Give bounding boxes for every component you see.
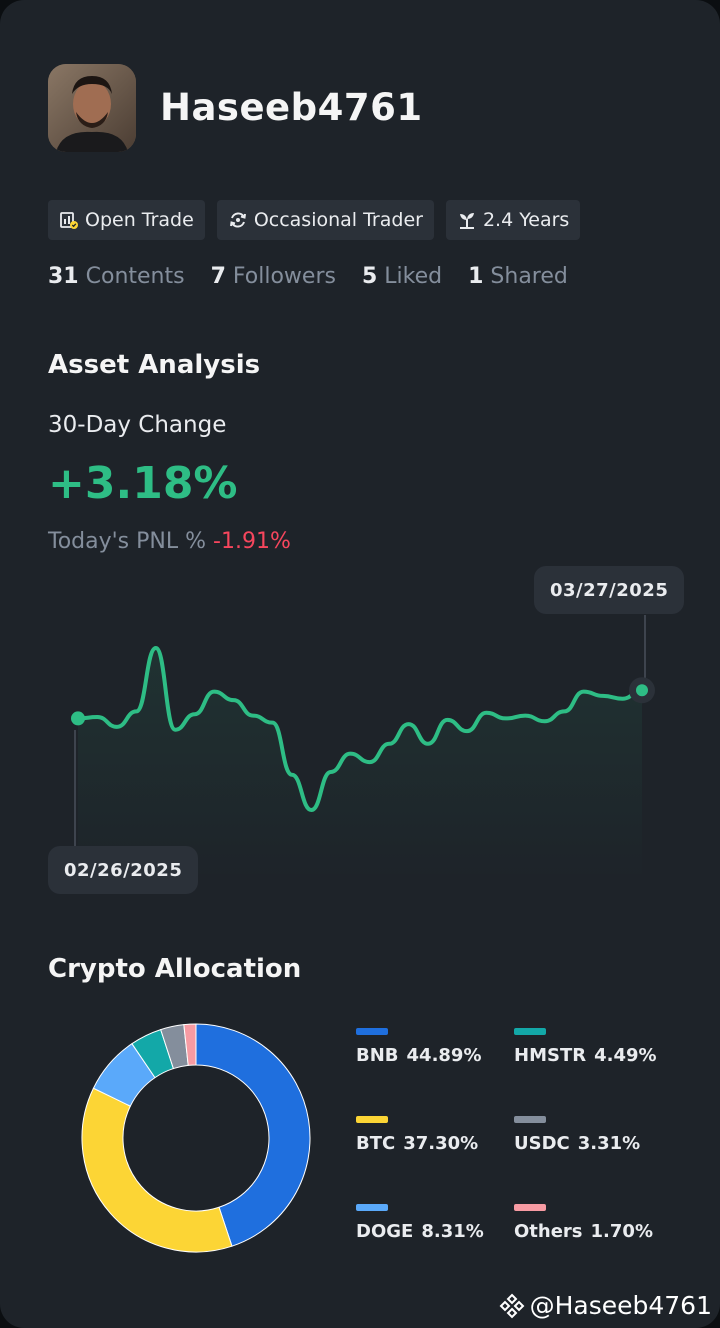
stat-number: 5 <box>361 264 378 289</box>
stat-number: 7 <box>210 264 226 289</box>
legend-pct: 8.31% <box>421 1221 484 1242</box>
stat-label: Liked <box>384 264 443 289</box>
stat-followers[interactable]: 7 Followers <box>211 264 336 289</box>
tag-label: Occasional Trader <box>253 209 423 231</box>
sprout-icon <box>459 213 474 229</box>
legend-pct: 1.70% <box>590 1221 653 1242</box>
allocation-donut-chart[interactable] <box>80 1022 312 1254</box>
change-value: +3.18% <box>48 458 238 509</box>
start-date-label: 02/26/2025 <box>48 846 199 894</box>
legend-item-others[interactable]: Others 1.70% <box>514 1204 674 1242</box>
legend-name: HMSTR <box>514 1045 587 1066</box>
watermark-handle: @Haseeb4761 <box>529 1291 712 1320</box>
legend-swatch <box>356 1204 388 1211</box>
watermark: @Haseeb4761 <box>498 1291 712 1320</box>
legend-name: BNB <box>356 1045 399 1066</box>
legend-item-hmstr[interactable]: HMSTR 4.49% <box>514 1028 674 1066</box>
legend-pct: 3.31% <box>577 1133 641 1154</box>
stat-number: 1 <box>468 264 484 289</box>
donut-slice-bnb[interactable] <box>195 1023 311 1247</box>
stat-label: Followers <box>232 264 336 289</box>
legend-item-bnb[interactable]: BNB 44.89% <box>356 1028 516 1066</box>
tag-years[interactable]: 2.4 Years <box>445 200 581 240</box>
crypto-allocation-title: Crypto Allocation <box>48 954 302 984</box>
tag-label: 2.4 Years <box>482 209 570 231</box>
legend-item-btc[interactable]: BTC 37.30% <box>356 1116 516 1154</box>
occasional-trader-icon <box>229 212 246 228</box>
end-date-label: 03/27/2025 <box>534 566 685 614</box>
tag-occasional-trader[interactable]: Occasional Trader <box>216 200 434 240</box>
legend-swatch <box>356 1116 388 1123</box>
legend-swatch <box>356 1028 388 1035</box>
stat-liked[interactable]: 5 Liked <box>362 264 442 289</box>
legend-pct: 37.30% <box>403 1133 479 1154</box>
chart-end-point[interactable] <box>636 684 648 697</box>
pnl-label: Today's PNL % <box>48 529 207 554</box>
legend-name: DOGE <box>356 1221 414 1242</box>
chart-series-line <box>76 645 644 813</box>
legend-name: BTC <box>356 1133 396 1154</box>
legend-pct: 44.89% <box>406 1045 482 1066</box>
avatar[interactable] <box>48 64 136 152</box>
legend-name: USDC <box>514 1133 570 1154</box>
binance-logo-icon <box>499 1293 525 1318</box>
pnl-value: -1.91% <box>213 529 291 554</box>
legend-name: Others <box>514 1221 583 1242</box>
username: Haseeb4761 <box>160 86 423 129</box>
stat-contents[interactable]: 31 Contents <box>48 264 185 289</box>
legend-swatch <box>514 1116 546 1123</box>
todays-pnl: Today's PNL % -1.91% <box>48 529 291 554</box>
stat-label: Shared <box>490 264 568 289</box>
donut-slice-others[interactable] <box>183 1023 197 1066</box>
stat-number: 31 <box>48 264 79 289</box>
legend-item-usdc[interactable]: USDC 3.31% <box>514 1116 674 1154</box>
stat-shared[interactable]: 1 Shared <box>468 264 568 289</box>
tag-open-trade[interactable]: Open Trade <box>48 200 205 240</box>
profile-stats: 31 Contents 7 Followers 5 Liked 1 Shared <box>48 264 568 289</box>
chart-start-point <box>71 711 85 726</box>
stat-label: Contents <box>85 264 185 289</box>
legend-pct: 4.49% <box>594 1045 657 1066</box>
change-label: 30-Day Change <box>48 412 227 438</box>
legend-swatch <box>514 1204 546 1211</box>
legend-swatch <box>514 1028 546 1035</box>
legend-item-doge[interactable]: DOGE 8.31% <box>356 1204 516 1242</box>
trader-tags: Open Trade Occasional Trader 2.4 Years <box>48 200 581 240</box>
pnl-line-chart[interactable] <box>0 560 720 900</box>
donut-slice-btc[interactable] <box>81 1087 233 1253</box>
chart-area <box>78 648 642 880</box>
asset-analysis-title: Asset Analysis <box>48 350 261 380</box>
tag-label: Open Trade <box>85 209 194 231</box>
open-trade-icon <box>60 212 78 229</box>
